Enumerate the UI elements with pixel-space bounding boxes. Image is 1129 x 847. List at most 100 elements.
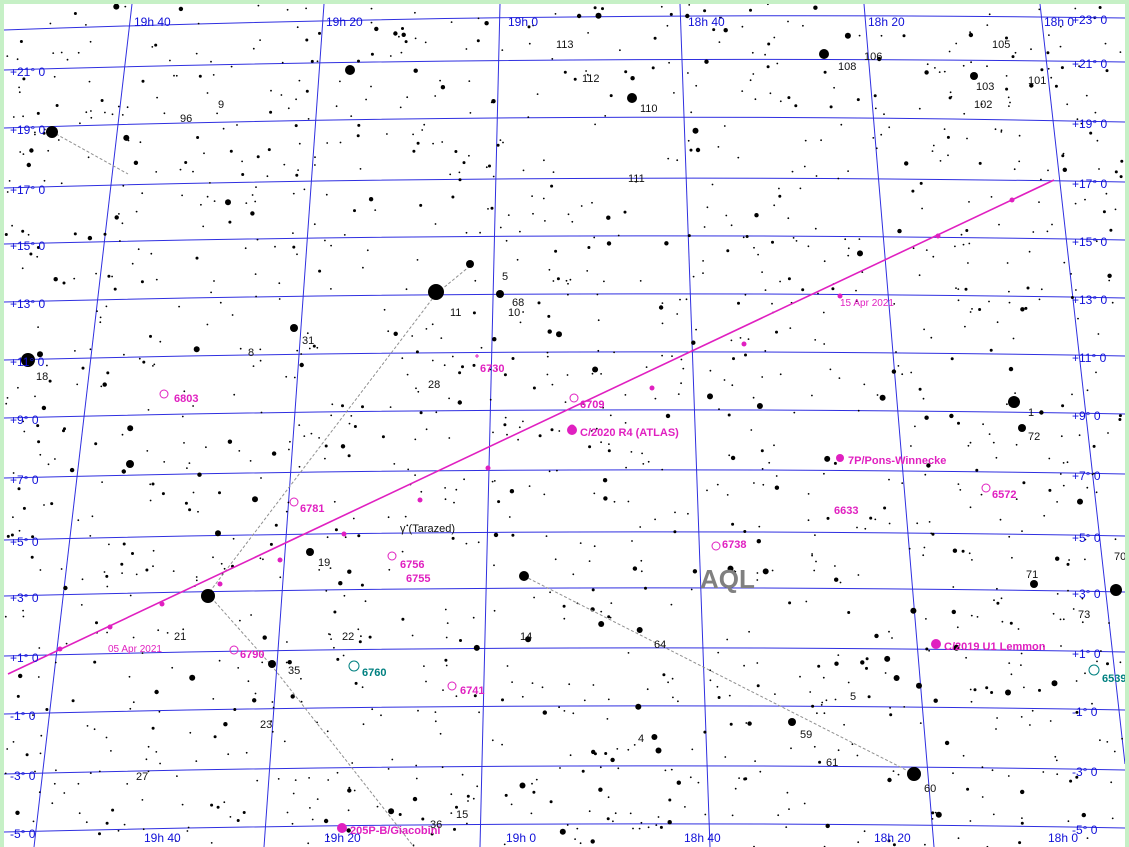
- star-label: 96: [180, 113, 192, 125]
- star-dot: [1119, 661, 1122, 664]
- star-dot: [490, 101, 493, 104]
- star-dot: [197, 22, 200, 25]
- star-dot: [949, 91, 952, 94]
- star-dot: [970, 614, 973, 617]
- star-dot: [692, 569, 698, 574]
- star-dot: [725, 214, 728, 217]
- star-dot: [43, 128, 46, 131]
- star-dot: [308, 777, 310, 779]
- star-dot: [245, 751, 248, 754]
- star-dot: [401, 550, 404, 553]
- star-dot: [687, 512, 689, 515]
- star-dot: [738, 777, 740, 779]
- star-dot: [49, 22, 52, 25]
- star-dot: [178, 6, 184, 12]
- star-dot: [18, 86, 20, 89]
- star-dot: [147, 770, 150, 773]
- star-dot: [992, 441, 995, 444]
- star-dot: [795, 240, 798, 242]
- star-dot: [1015, 498, 1018, 500]
- star-dot: [1114, 538, 1117, 541]
- star-dot: [1000, 131, 1003, 133]
- star-dot: [358, 640, 362, 644]
- star-dot: [468, 80, 471, 82]
- star-dot: [493, 532, 499, 538]
- star-dot: [117, 105, 120, 108]
- star-dot: [239, 347, 242, 350]
- star-dot: [277, 778, 280, 780]
- star-dot: [187, 826, 190, 829]
- star-dot: [742, 236, 745, 239]
- star-dot: [869, 516, 873, 520]
- star-dot: [4, 615, 7, 618]
- star-dot: [829, 105, 833, 109]
- star-dot: [750, 429, 753, 431]
- star-dot: [1012, 337, 1015, 340]
- star-dot: [85, 821, 88, 824]
- star-dot: [552, 171, 555, 174]
- star-dot: [1100, 650, 1102, 652]
- svg-text:+15° 0: +15° 0: [10, 239, 45, 253]
- star-dot: [286, 811, 289, 814]
- star-dot: [801, 288, 805, 292]
- star-dot: [562, 604, 566, 608]
- star-dot: [996, 601, 1000, 605]
- svg-text:18h 0: 18h 0: [1048, 831, 1078, 845]
- star-dot: [1018, 134, 1021, 137]
- star-dot: [222, 127, 225, 130]
- star-dot: [695, 328, 697, 331]
- star-dot: [209, 182, 211, 184]
- star-dot: [353, 425, 357, 428]
- star-dot: [647, 460, 650, 463]
- star-label: 59: [800, 729, 812, 741]
- star-dot: [60, 51, 63, 54]
- star-dot: [1111, 817, 1114, 820]
- star-dot: [362, 723, 365, 726]
- star-dot: [442, 689, 444, 691]
- star-dot: [123, 353, 125, 356]
- star-dot: [133, 160, 139, 165]
- star-label: 28: [428, 379, 440, 391]
- star-dot: [393, 331, 398, 336]
- star-dot: [874, 518, 877, 521]
- star-dot: [891, 637, 893, 639]
- star-dot: [216, 112, 219, 115]
- star-dot: [563, 70, 567, 74]
- star-dot: [327, 779, 330, 781]
- star-dot: [554, 13, 557, 15]
- star-dot: [950, 357, 954, 361]
- star-dot: [374, 209, 377, 212]
- star-dot: [582, 403, 585, 405]
- star-dot: [22, 153, 25, 156]
- star-dot: [241, 173, 245, 176]
- star-dot: [664, 769, 667, 772]
- star-dot: [60, 568, 63, 570]
- star-dot: [857, 574, 860, 576]
- star-dot: [916, 522, 919, 525]
- star-dot: [1106, 662, 1109, 666]
- star-dot: [323, 818, 329, 824]
- star-dot: [919, 722, 922, 724]
- svg-text:+11° 0: +11° 0: [10, 355, 45, 369]
- star-dot: [30, 555, 34, 559]
- star-dot: [188, 462, 191, 464]
- star-dot: [640, 821, 643, 824]
- star-dot: [111, 808, 115, 812]
- star-dot: [90, 110, 92, 112]
- svg-text:+3° 0: +3° 0: [10, 591, 39, 605]
- star-label: 36: [430, 819, 442, 831]
- star-dot: [469, 112, 472, 114]
- star-dot: [593, 545, 596, 548]
- star-dot: [1047, 169, 1049, 172]
- star-chart-canvas[interactable]: 15 Apr 2021 05 Apr 2021: [4, 4, 1125, 847]
- star-dot: [152, 549, 155, 552]
- star-dot: [874, 633, 879, 639]
- star-dot: [1042, 771, 1045, 773]
- star-dot: [771, 302, 773, 305]
- star-dot: [965, 656, 967, 659]
- star-dot: [837, 177, 840, 180]
- star-dot: [468, 154, 470, 157]
- right-ascension-grid: [33, 4, 1125, 847]
- star-dot: [200, 203, 202, 206]
- star-dot: [563, 710, 566, 712]
